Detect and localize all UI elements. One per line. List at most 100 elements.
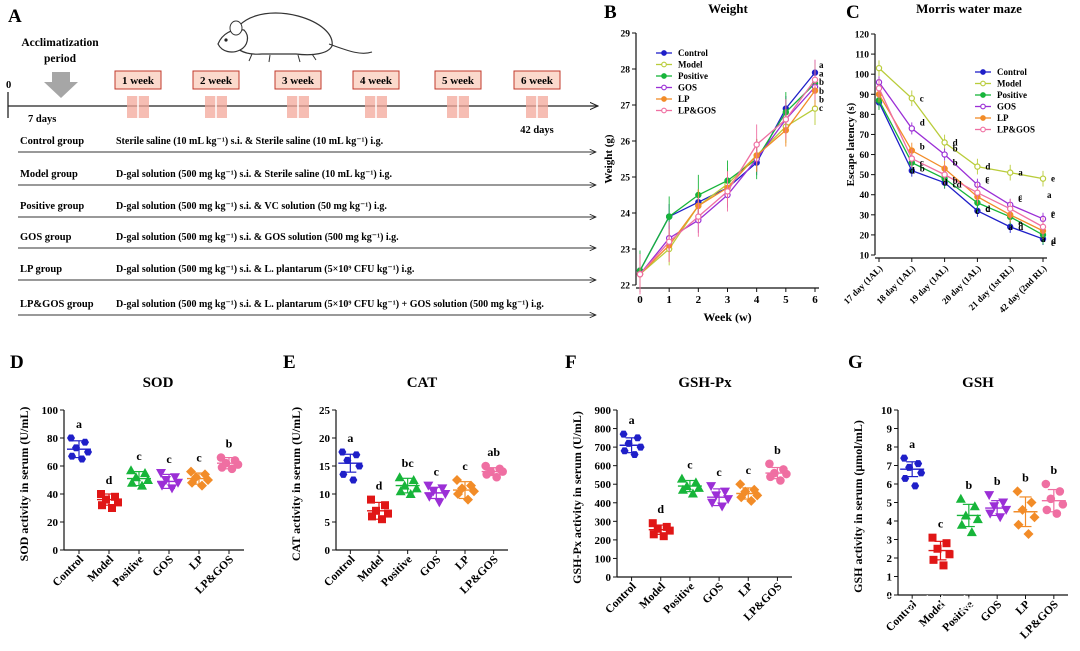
mouse-illustration [217,12,373,63]
g-dot-control-0 [900,454,909,462]
g-ytick-0: 0 [887,590,893,602]
e-ytick-20: 20 [319,433,331,445]
c-legend-label-gos: GOS [997,102,1016,112]
f-ytick-800: 800 [595,424,612,436]
panel-label-g: G [848,352,863,373]
c-ytick-90: 90 [860,91,870,101]
b-legend-label-lp: LP [678,94,690,104]
b-xtick-0: 0 [637,294,643,306]
c-sig-letter-lp-5: e [1051,238,1055,248]
b-ytick-22: 22 [621,282,631,292]
c-point-lpandgos-0 [875,85,883,92]
c-sig-letter-lp-4: d [1018,222,1023,232]
f-ytick-500: 500 [595,479,612,491]
f-dot-lp-4 [736,492,747,503]
f-dot-gos-4 [707,498,718,508]
b-sig-letter-4: b [819,94,824,104]
d-dot-positive-3 [143,475,153,484]
c-ytick-110: 110 [855,51,869,61]
c-legend-label-control: Control [997,67,1027,77]
g-ytick-8: 8 [887,442,893,454]
d-dot-lp-4 [187,477,197,488]
b-sig-letter-1: a [819,69,824,79]
group-treatment-gos-group: D-gal solution (500 mg kg⁻¹) s.i. & GOS … [116,232,399,243]
panel-label-c: C [846,2,860,23]
e-dot-lp-3 [469,486,479,497]
d-dot-gos-4 [157,481,167,491]
c-point-model-5 [1039,175,1047,182]
c-sig-letter-control-2: d [943,178,948,188]
f-dot-lp-0 [735,479,746,490]
b-point-lpandgos-3 [724,188,731,195]
g-sig-letter-gos: b [994,474,1001,488]
e-dot-model-0 [367,495,375,504]
panel-label-a: A [8,6,22,27]
c-sig-letter-lpandgos-2: b [953,158,958,168]
panel-e-cat-chart: E CAT 0 5 10 15 20 25 CAT activity in serum (U… [283,352,508,596]
week-box-3 [274,70,322,90]
e-dot-gos-1 [437,484,448,494]
week-box-6 [513,70,561,90]
b-point-lpandgos-4 [753,141,760,148]
c-sig-letter-gos-4: c [1018,194,1022,204]
c-point-gos-2 [941,151,948,158]
c-ytick-40: 40 [860,191,870,201]
panel-d-sod-chart: D SOD 0 20 40 60 80 100 SOD activity in serum … [10,352,244,596]
b-ytick-26: 26 [621,138,631,148]
b-point-lpandgos-2 [695,213,702,220]
c-legend-label-model: Model [997,79,1022,89]
b-ytick-25: 25 [621,174,631,184]
g-dot-lp-0 [1012,486,1023,497]
acclimatization-label-1: Acclimatization [21,37,99,49]
week-label-6: 6 week [521,75,554,87]
gshpx-chart-title: GSH-Px [678,375,732,391]
f-xtick-positive: Positive [661,581,697,617]
b-ytick-24: 24 [621,210,631,220]
f-dot-positive-3 [693,482,704,492]
c-sig-letter-model-3: d [985,162,990,172]
g-ytick-7: 7 [887,461,893,473]
g-dot-model-1 [942,539,951,548]
b-x-axis-label: Week (w) [703,310,751,324]
d-ytick-20: 20 [47,517,59,529]
d-xtick-positive: Positive [111,554,147,590]
f-xtick-control: Control [603,581,638,616]
e-sig-letter-lp: c [462,459,468,473]
c-point-lpandgos-4 [1007,205,1014,212]
f-ytick-100: 100 [595,553,612,565]
c-ytick-60: 60 [860,151,870,161]
g-ytick-5: 5 [887,498,893,510]
week-label-4: 4 week [360,75,393,87]
c-sig-letter-lp-2: b [953,176,958,186]
g-ytick-1: 1 [887,572,893,584]
d-dot-gos-0 [156,469,166,478]
c-sig-letter-control-5: a [1041,234,1046,244]
d-dot-control-4 [68,452,76,460]
c-legend-label-lpandgos: LP&GOS [997,125,1035,135]
d-xtick-lp: LP [187,554,206,573]
b-xtick-1: 1 [666,294,672,306]
group-treatment-model-group: D-gal solution (500 mg kg⁻¹) s.i. & Ster… [116,169,392,180]
g-ytick-4: 4 [887,516,893,528]
g-dot-lpandgos-3 [1058,500,1068,509]
c-point-lpandgos-2 [941,171,948,178]
g-sig-letter-model: c [938,517,944,531]
c-sig-letter-positive-3: d [985,204,990,214]
end-days-label: 42 days [520,125,554,136]
d-dot-control-3 [84,448,92,456]
b-xtick-3: 3 [725,294,731,306]
c-series-line-lp [878,93,1044,232]
g-dot-positive-5 [966,527,977,537]
b-ytick-23: 23 [621,246,631,256]
panel-label-f: F [565,352,577,373]
week-label-1: 1 week [122,75,155,87]
g-dot-model-5 [939,561,948,570]
g-y-axis-label: GSH activity in serum (μmol/mL) [851,420,865,593]
c-sig-letter-control-4: a [1008,222,1013,232]
g-dot-positive-3 [972,514,983,524]
c-sig-letter-positive-4: e [1018,218,1022,228]
f-sig-letter-model: d [657,502,664,516]
group-name-lpandgos-group: LP&GOS group [20,299,94,310]
g-ytick-6: 6 [887,479,893,491]
